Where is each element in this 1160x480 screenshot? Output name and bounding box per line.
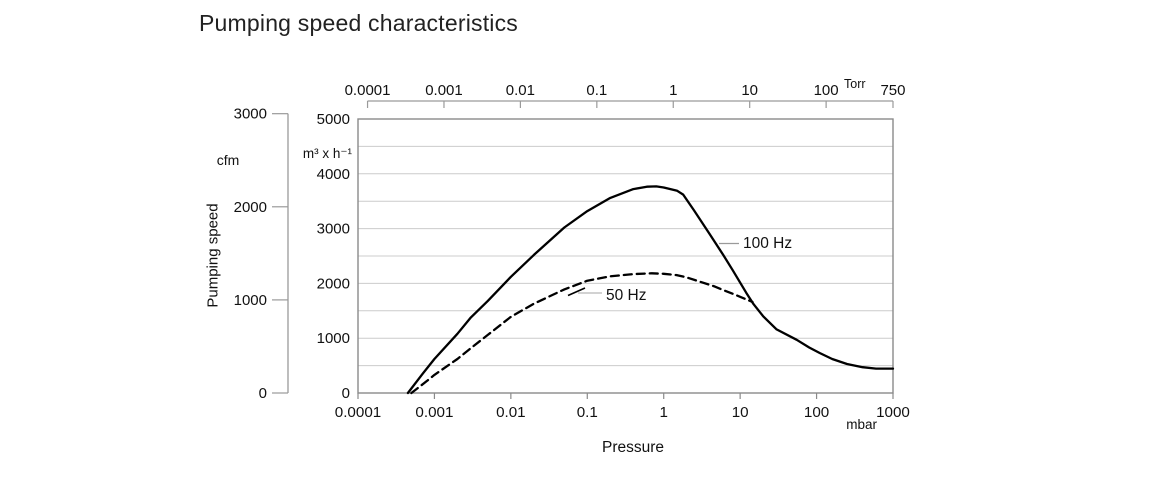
x-axis-top-unit-label: Torr: [844, 77, 866, 91]
y-tick-label-m3h: 1000: [317, 330, 350, 347]
x-tick-label-torr: 750: [880, 82, 905, 99]
y-tick-label-m3h: 5000: [317, 111, 350, 128]
leader-50hz-black: [567, 287, 586, 297]
y-tick-label-cfm: 0: [259, 385, 267, 402]
x-axis-title: Pressure: [601, 439, 665, 456]
x-tick-label-torr: 0.0001: [345, 82, 391, 99]
x-tick-label-torr: 0.01: [506, 82, 535, 99]
curve-50hz: [410, 272, 754, 395]
x-tick-label-torr: 1: [669, 82, 677, 99]
x-tick-label-torr: 0.1: [586, 82, 607, 99]
series-label-100hz: 100 Hz: [741, 235, 795, 252]
x-tick-label-mbar: 1: [659, 404, 667, 421]
x-tick-label-mbar: 0.001: [415, 404, 453, 421]
x-tick-label-torr: 100: [814, 82, 839, 99]
y-tick-label-m3h: 3000: [317, 221, 350, 238]
y-axis-inner-unit-label: m³ x h⁻¹: [302, 146, 352, 161]
x-tick-label-mbar: 0.01: [496, 404, 526, 421]
x-tick-label-mbar: 10: [732, 404, 749, 421]
plot-frame: [357, 118, 894, 394]
x-tick-label-torr: 10: [741, 82, 758, 99]
y-tick-label-m3h: 4000: [317, 166, 350, 183]
x-tick-label-mbar: 100: [804, 404, 829, 421]
y-axis-title: Pumping speed: [204, 203, 222, 308]
y-tick-label-m3h: 0: [342, 385, 350, 402]
y-tick-label-cfm: 1000: [234, 292, 267, 309]
y-axis-outer-unit-label: cfm: [216, 152, 240, 168]
y-tick-label-cfm: 3000: [234, 106, 267, 123]
x-tick-label-torr: 0.001: [425, 82, 463, 99]
x-tick-label-mbar: 0.0001: [335, 404, 381, 421]
x-tick-label-mbar: 0.1: [577, 404, 598, 421]
x-tick-label-mbar: 1000: [876, 404, 910, 421]
x-axis-bottom-unit-label: mbar: [846, 417, 877, 432]
curve-100hz: [406, 185, 895, 395]
y-tick-label-m3h: 2000: [317, 275, 350, 292]
y-tick-label-cfm: 2000: [234, 199, 267, 216]
chart-title: Pumping speed characteristics: [199, 10, 519, 36]
series-label-50hz: 50 Hz: [604, 287, 649, 304]
